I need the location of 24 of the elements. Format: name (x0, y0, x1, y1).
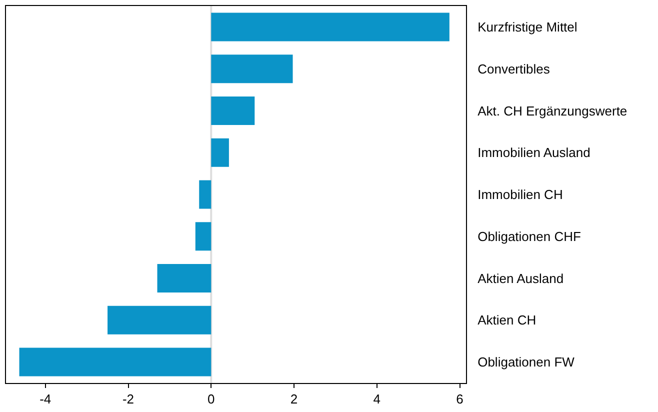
y-tick-label: Immobilien CH (478, 187, 563, 202)
y-tick-label: Aktien Ausland (478, 270, 564, 286)
y-tick-label: Obligationen FW (478, 354, 576, 370)
bar (211, 12, 450, 42)
bar (195, 222, 212, 251)
x-tick-label: -4 (40, 392, 52, 407)
bar (199, 180, 212, 209)
bar (157, 264, 212, 293)
bar (108, 306, 212, 334)
y-tick-label: Convertibles (478, 61, 550, 76)
bar (19, 348, 212, 376)
y-tick-label: Immobilien Ausland (478, 145, 590, 160)
y-tick-label: Kurzfristige Mittel (478, 19, 578, 34)
x-tick-label: 4 (373, 392, 381, 407)
x-tick-label: 6 (456, 392, 464, 407)
bar (211, 54, 293, 84)
y-tick-label: Akt. CH Ergänzungswerte (478, 103, 628, 118)
x-tick-label: 2 (290, 392, 298, 407)
bar (211, 96, 255, 125)
x-tick-label: 0 (208, 392, 215, 407)
y-tick-label: Aktien CH (478, 312, 536, 328)
bar (211, 138, 229, 167)
y-tick-label: Obligationen CHF (478, 228, 581, 244)
x-tick-label: -2 (122, 392, 134, 407)
